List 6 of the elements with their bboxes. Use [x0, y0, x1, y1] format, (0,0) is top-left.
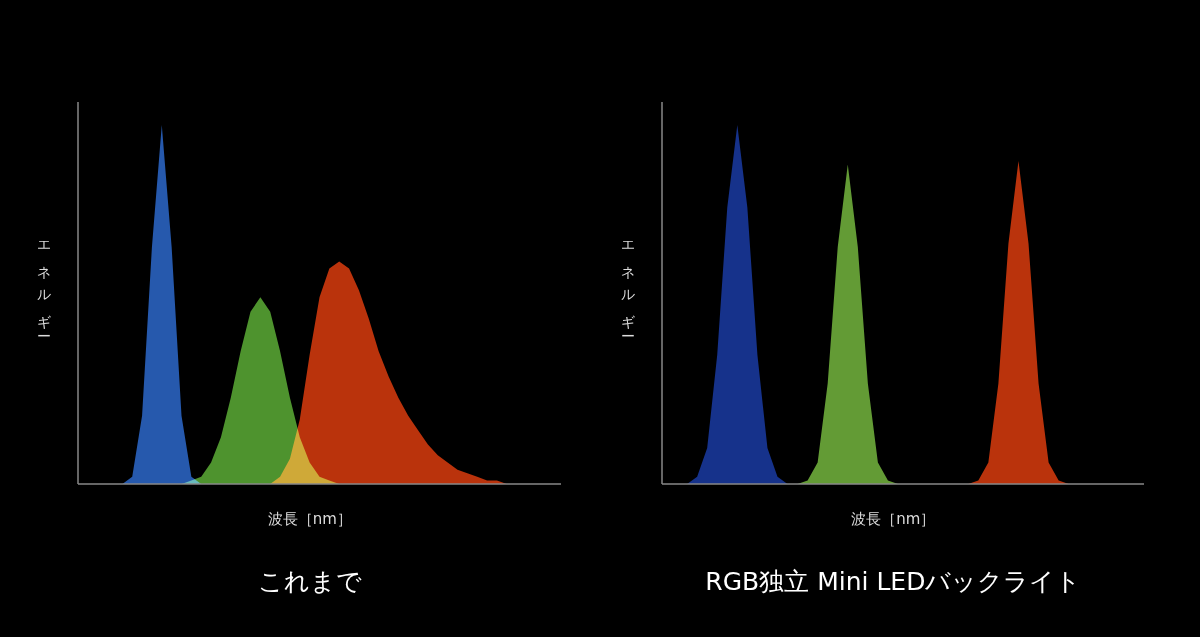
x-axis-title: 波長［nm］: [267, 510, 352, 528]
y-axis-title: エネルギー: [36, 232, 52, 337]
x-axis-title: 波長［nm］: [851, 510, 936, 528]
y-axis-title: エネルギー: [620, 232, 636, 337]
text: これまで: [257, 567, 362, 596]
text: RGB独立 Mini LEDバックライト: [705, 567, 1082, 596]
